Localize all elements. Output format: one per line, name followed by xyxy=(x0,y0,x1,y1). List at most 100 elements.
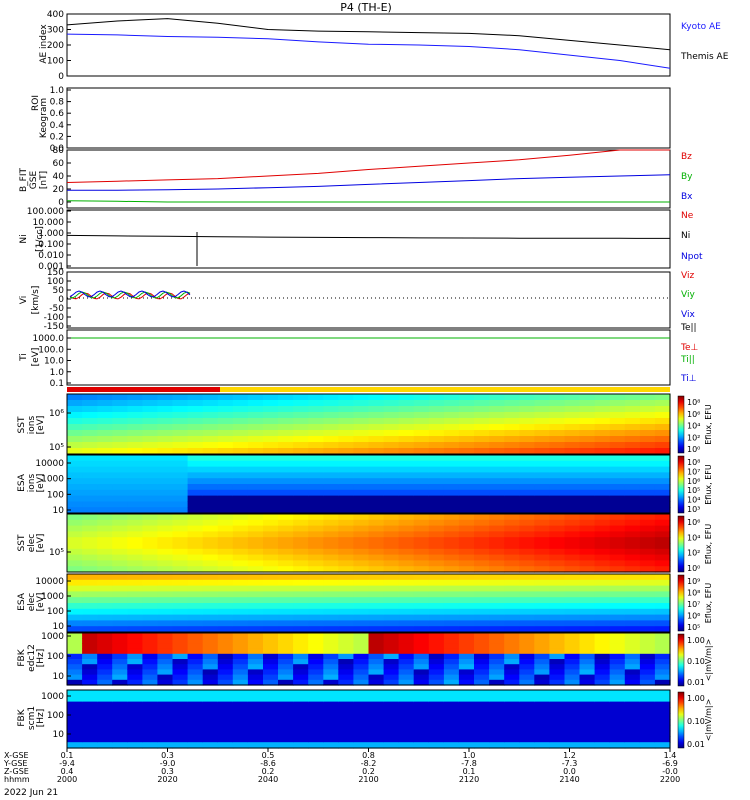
x-tick-label: 1.2 xyxy=(563,751,576,760)
y-tick-label: -50 xyxy=(49,304,64,314)
y-tick-label: 1000 xyxy=(41,592,64,602)
y-tick-label: 100 xyxy=(47,607,64,617)
y-tick-label: 1.000 xyxy=(38,229,64,239)
colorbar-tick-label: 10⁴ xyxy=(687,533,700,542)
colorbar-tick-label: 10⁸ xyxy=(687,458,700,467)
colorbar-tick-label: 10⁸ xyxy=(687,398,700,407)
esa-ions-spectrogram xyxy=(67,455,671,514)
colorbar-tick-label: 1.00 xyxy=(687,636,705,645)
fbk2-ylabel-1: FBK xyxy=(17,708,27,726)
x-tick-label: 0.0 xyxy=(563,767,576,776)
colorbar-label: <|mV/m|> xyxy=(704,639,713,682)
colorbar-label: Eflux, EFU xyxy=(704,404,713,445)
legend-themis-ae: Themis AE xyxy=(680,52,729,62)
velocity-trace xyxy=(69,290,191,298)
colorbar-tick-label: 10⁶ xyxy=(687,612,700,621)
x-tick-label: -8.6 xyxy=(260,759,276,768)
fbk1-ylabel-2: edc12 xyxy=(27,644,37,672)
y-tick-label: 1000.0 xyxy=(33,334,65,344)
colorbar-tick-label: 10⁶ xyxy=(687,410,700,419)
x-tick-label: 0.4 xyxy=(61,767,74,776)
legend-viz: Viz xyxy=(681,271,694,281)
colorbar-tick-label: 10⁴ xyxy=(687,422,700,431)
colorbar-label: Eflux, EFU xyxy=(704,464,713,505)
y-axis-labels: AE index ROI Keogram B_FIT GSE [nT] Ni [… xyxy=(17,24,49,730)
sst-elec-spectrogram xyxy=(67,514,671,573)
keogram-ylabel: Keogram xyxy=(39,98,49,138)
esa-elec-spectrogram-frame xyxy=(66,573,671,633)
colorbar-tick-label: 10⁰ xyxy=(687,445,700,454)
legend-ti-par: Ti|| xyxy=(680,355,695,365)
bfield-ylabel-3: [nT] xyxy=(39,171,49,189)
colorbar-label: Eflux, EFU xyxy=(704,524,713,565)
y-tick-label: 0.4 xyxy=(50,121,65,131)
legend-kyoto-ae: Kyoto AE xyxy=(681,22,721,32)
colorbar-tick-label: 10⁸ xyxy=(687,589,700,598)
velocity-panel-frame xyxy=(66,271,671,329)
x-tick-label: 0.5 xyxy=(262,751,275,760)
y-tick-label: -150 xyxy=(44,322,65,332)
y-tick-label: 10 xyxy=(53,622,65,632)
y-tick-label: 10.000 xyxy=(33,218,65,228)
y-tick-label: 10.0 xyxy=(44,357,64,367)
esa-elec-spectrogram xyxy=(67,574,671,633)
sst-e-ylabel-3: [eV] xyxy=(36,534,46,553)
x-tick-label: 2100 xyxy=(358,775,378,784)
y-tick-label: 100.000 xyxy=(27,207,64,217)
legend-bz: Bz xyxy=(681,152,692,162)
colorbar-label: <|mV/m|> xyxy=(704,699,713,742)
ae-ylabel: AE index xyxy=(39,24,49,64)
velocity-ylabel-1: Vi xyxy=(19,296,29,304)
x-axis-row-label: Y-GSE xyxy=(3,759,27,768)
y-tick-label: 100 xyxy=(47,57,64,67)
x-tick-label: -7.3 xyxy=(562,759,578,768)
sst-elec-spectrogram-frame xyxy=(66,513,671,573)
x-tick-label: 2020 xyxy=(157,775,177,784)
line-series-layer xyxy=(66,18,671,339)
bfield-ylabel-1: B_FIT xyxy=(19,168,29,193)
colorbar-tick-label: 10⁴ xyxy=(687,496,700,505)
sst-e-ylabel-1: SST xyxy=(17,534,27,551)
colorbar-tick-label: 10⁷ xyxy=(687,600,700,609)
colorbar-tick-label: 10⁵ xyxy=(687,486,700,495)
x-tick-label: 2200 xyxy=(660,775,680,784)
colorbar-sst_i: 10⁸ 10⁶ 10⁴ 10² 10⁰ Eflux, EFU xyxy=(677,395,713,454)
y-tick-label: 0.001 xyxy=(38,262,64,272)
x-tick-label: 0.2 xyxy=(362,767,375,776)
fbk-edc12-spectrogram-frame xyxy=(66,632,671,686)
y-tick-label: 0.010 xyxy=(38,251,64,261)
legend-vix: Vix xyxy=(681,310,695,320)
y-tick-label: 100.0 xyxy=(38,345,64,355)
y-tick-label: 0.8 xyxy=(50,98,65,108)
fbk-scm1-spectrogram xyxy=(67,690,671,749)
fbk-edc12-spectrogram xyxy=(67,633,671,686)
sst-i-ylabel-2: ions xyxy=(27,415,37,434)
colorbar-tick-label: 10⁷ xyxy=(687,467,700,476)
x-tick-label: -6.9 xyxy=(662,759,678,768)
x-tick-label: 2000 xyxy=(57,775,77,784)
legend-te-par: Te|| xyxy=(680,323,697,333)
colorbar-tick-label: 10⁶ xyxy=(687,477,700,486)
y-tick-label: 10⁶ xyxy=(49,409,64,419)
colorbar-tick-label: 0.01 xyxy=(687,678,705,687)
y-tick-label: 1000 xyxy=(41,632,64,642)
y-tick-label: 80 xyxy=(53,146,65,156)
x-tick-label: 1.4 xyxy=(664,751,677,760)
y-tick-label: 10⁵ xyxy=(49,548,64,558)
x-axis-row-label: Z-GSE xyxy=(4,767,29,776)
y-tick-label: 0 xyxy=(58,72,64,82)
density-ylabel-1: Ni xyxy=(19,234,29,243)
y-tick-label: 50 xyxy=(53,286,65,296)
fbk2-ylabel-2: scm1 xyxy=(27,706,37,730)
x-tick-label: 2120 xyxy=(459,775,479,784)
quality-bar-good xyxy=(220,387,670,392)
sst-i-ylabel-3: [eV] xyxy=(36,416,46,435)
colorbar-fbk2: 1.00 0.10 0.01<|mV/m|> xyxy=(677,691,713,749)
series-line-bz xyxy=(66,149,670,183)
y-tick-label: 10 xyxy=(53,730,65,740)
roi-ylabel: ROI xyxy=(31,95,41,111)
x-tick-label: -8.2 xyxy=(361,759,377,768)
velocity-ylabel-2: [km/s] xyxy=(31,286,41,315)
y-tick-label: 0.6 xyxy=(50,109,65,119)
